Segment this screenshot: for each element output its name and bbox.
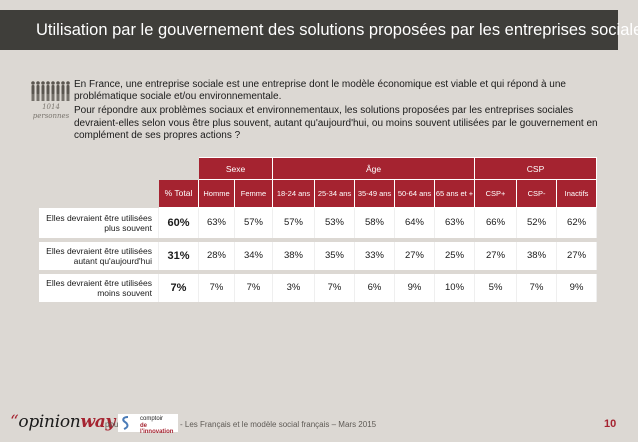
table-cell: 63% (433, 207, 476, 242)
footer-caption: - Les Français et le modèle social franç… (180, 420, 377, 429)
table-row: Elles devraient être utilisées autant qu… (38, 239, 598, 274)
intro-text: En France, une entreprise sociale est un… (74, 79, 608, 142)
table-cell: 10% (433, 271, 476, 306)
sample-unit: personnes (32, 112, 70, 120)
table-cell: 53% (314, 207, 355, 242)
page-title: Utilisation par le gouvernement des solu… (0, 10, 638, 50)
col-35-49: 35-49 ans (354, 179, 395, 208)
sponsor-name: comptoir de l'innovation (140, 416, 174, 435)
definition-text: En France, une entreprise sociale est un… (74, 79, 566, 103)
question-text: Pour répondre aux problèmes sociaux et e… (74, 105, 598, 141)
sample-count: 1014 (42, 103, 60, 111)
table-cell: 62% (556, 207, 598, 242)
table-cell: 5% (474, 271, 518, 306)
cell-total: 7% (158, 271, 199, 306)
table-cell: 28% (198, 239, 235, 274)
table-cell: 52% (516, 207, 558, 242)
group-header-row: Sexe Âge CSP (39, 157, 598, 180)
col-total: % Total (158, 179, 199, 208)
people-group-icon (31, 81, 70, 101)
col-femme: Femme (234, 179, 273, 208)
col-inactifs: Inactifs (556, 179, 598, 208)
sponsor-logo: comptoir de l'innovation (118, 414, 178, 435)
table-row: Elles devraient être utilisées plus souv… (38, 207, 598, 242)
page-number: 10 (604, 418, 617, 430)
col-homme: Homme (198, 179, 235, 208)
table-cell: 6% (354, 271, 395, 306)
table-cell: 27% (394, 239, 435, 274)
group-csp: CSP (474, 157, 598, 180)
table-cell: 7% (314, 271, 355, 306)
col-csp-minus: CSP- (516, 179, 558, 208)
col-65-plus: 65 ans et + (433, 179, 476, 208)
cell-total: 31% (158, 239, 199, 274)
table-cell: 9% (556, 271, 598, 306)
table-cell: 66% (474, 207, 518, 242)
table-cell: 3% (272, 271, 315, 306)
table-cell: 38% (516, 239, 558, 274)
table-cell: 25% (433, 239, 476, 274)
sponsor-mark-icon (122, 416, 129, 430)
table-cell: 27% (474, 239, 518, 274)
table-cell: 27% (556, 239, 598, 274)
table-cell: 38% (272, 239, 315, 274)
cell-total: 60% (158, 207, 199, 242)
table-cell: 33% (354, 239, 395, 274)
column-header-row: % Total Homme Femme 18-24 ans 25-34 ans … (39, 179, 598, 208)
row-label: Elles devraient être utilisées moins sou… (38, 271, 159, 306)
table-cell: 34% (234, 239, 273, 274)
col-csp-plus: CSP+ (474, 179, 518, 208)
footer-pour: pour (105, 420, 122, 429)
table-cell: 7% (516, 271, 558, 306)
col-18-24: 18-24 ans (272, 179, 315, 208)
group-sexe: Sexe (198, 157, 273, 180)
table-cell: 7% (234, 271, 273, 306)
table-cell: 57% (272, 207, 315, 242)
table-cell: 7% (198, 271, 235, 306)
table-cell: 64% (394, 207, 435, 242)
table-row: Elles devraient être utilisées moins sou… (38, 271, 598, 306)
table-cell: 63% (198, 207, 235, 242)
sample-size: 1014 personnes (28, 103, 74, 121)
results-table: Sexe Âge CSP % Total Homme Femme 18-24 a… (38, 157, 598, 306)
opinionway-logo: “opinionway (10, 412, 116, 432)
col-25-34: 25-34 ans (314, 179, 355, 208)
group-age: Âge (271, 157, 476, 180)
col-50-64: 50-64 ans (394, 179, 435, 208)
table-cell: 35% (314, 239, 355, 274)
table-cell: 9% (394, 271, 435, 306)
table-cell: 58% (354, 207, 395, 242)
row-label: Elles devraient être utilisées autant qu… (38, 239, 159, 274)
row-label: Elles devraient être utilisées plus souv… (38, 207, 159, 242)
table-cell: 57% (234, 207, 273, 242)
